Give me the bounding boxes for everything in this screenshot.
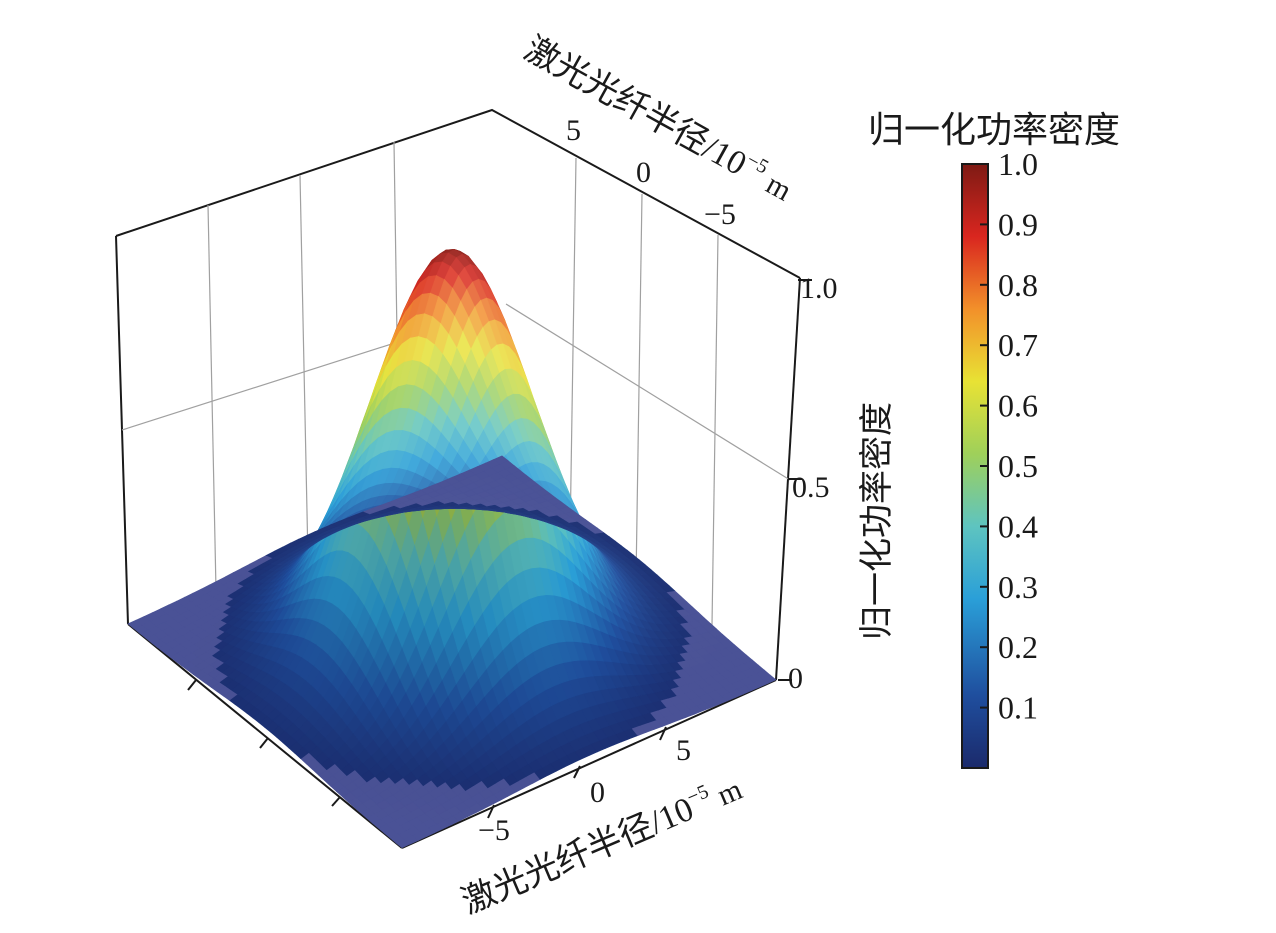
box-top-back-edges: [115, 108, 801, 279]
y-tick-mark: [331, 796, 341, 807]
colorbar-tick-label: 0.7: [998, 327, 1038, 363]
y-tick-mark: [259, 737, 269, 749]
z-tick-label-0: 0: [788, 662, 803, 695]
gaussian-surface: [127, 248, 777, 849]
colorbar-tick-label: 1.0: [998, 146, 1038, 182]
x-tick-mark: [487, 804, 495, 819]
y-tick-label-0: 0: [636, 156, 651, 189]
x-tick-label-0: 0: [590, 776, 605, 809]
grid-lines: [121, 141, 791, 626]
colorbar-tick-label: 0.1: [998, 690, 1038, 726]
x-tick-mark: [659, 726, 667, 741]
colorbar-tick-label: 0.8: [998, 267, 1038, 303]
colorbar-tick-label: 0.5: [998, 448, 1038, 484]
y-tick-mark: [187, 679, 197, 691]
surface-patch: [493, 455, 509, 465]
y-tick-label-neg5: −5: [704, 198, 736, 231]
svg-text:激光光纤半径/10−5m: 激光光纤半径/10−5m: [518, 29, 799, 209]
colorbar-ticks: 1.0 0.9 0.8 0.7 0.6 0.5 0.4 0.3 0.2 0.1: [980, 146, 1038, 726]
grid-line: [711, 234, 719, 626]
z-axis-label: 归一化功率密度: [858, 402, 896, 640]
y-tick-label-5: 5: [566, 114, 581, 147]
colorbar-tick-label: 0.3: [998, 569, 1038, 605]
grid-line: [299, 174, 309, 561]
x-tick-mark: [573, 765, 581, 779]
grid-line: [207, 204, 217, 591]
grid-line: [569, 157, 577, 541]
colorbar-tick-label: 0.4: [998, 508, 1038, 544]
colorbar-title: 归一化功率密度: [868, 110, 1120, 150]
x-axis-line: [127, 623, 403, 849]
back-axis-label: 激光光纤半径/10−5m: [518, 29, 799, 209]
y-axis-line: [401, 679, 777, 849]
front-axis-unit: m: [713, 773, 747, 812]
colorbar-tick-label: 0.6: [998, 388, 1038, 424]
z-tick-label-05: 0.5: [792, 471, 830, 504]
colorbar-tick-label: 0.9: [998, 206, 1038, 242]
x-tick-label-5: 5: [676, 734, 691, 767]
colorbar-tick-label: 0.2: [998, 629, 1038, 665]
z-tick-label-1: 1.0: [800, 272, 838, 305]
grid-line: [505, 303, 791, 481]
back-axis-unit: m: [761, 167, 797, 207]
tick-marks: [187, 279, 812, 819]
x-tick-label-neg5: −5: [478, 814, 510, 847]
colorbar: 归一化功率密度 1.0 0.9 0.8 0.7 0.6 0.5 0.4 0.3 0.2 0.1: [868, 110, 1120, 769]
